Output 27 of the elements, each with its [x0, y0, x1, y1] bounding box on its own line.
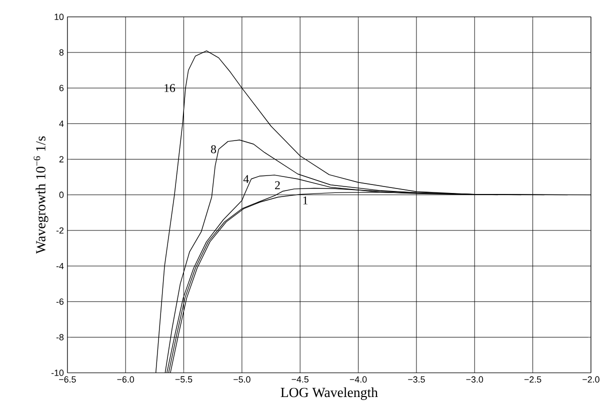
series-label: 2 — [275, 181, 280, 189]
x-axis-title: LOG Wavelength — [280, 387, 378, 400]
x-tick-label: −4.0 — [350, 376, 367, 382]
x-tick-label: −6.0 — [117, 376, 134, 382]
y-axis-title: Wavegrowth 10$^{−6}$ 1/s — [34, 136, 48, 254]
y-tick-label: 6 — [59, 84, 64, 91]
x-tick-label: −3.0 — [466, 376, 484, 382]
x-tick-label: −5.5 — [175, 376, 192, 382]
y-tick-label: -6 — [56, 298, 64, 305]
series-label: 4 — [243, 174, 249, 183]
x-tick-label: −3.5 — [408, 376, 425, 382]
y-tick-label: 10 — [54, 13, 64, 20]
x-tick-label: −2.0 — [582, 376, 600, 382]
y-tick-label: -8 — [56, 334, 64, 340]
y-tick-label: 2 — [59, 156, 64, 162]
y-tick-label: -4 — [56, 262, 64, 269]
y-tick-label: -2 — [56, 227, 64, 234]
y-tick-label: -10 — [51, 369, 64, 376]
series-label: 1 — [303, 196, 308, 204]
x-tick-label: −4.5 — [292, 376, 308, 382]
x-tick-label: −2.5 — [524, 376, 542, 382]
y-tick-label: 0 — [59, 191, 64, 198]
y-tick-label: 8 — [59, 49, 64, 56]
x-tick-label: −5.0 — [234, 376, 250, 382]
series-label: 8 — [211, 145, 216, 154]
y-tick-label: 4 — [59, 120, 64, 126]
x-tick-label: −6.5 — [59, 376, 76, 382]
